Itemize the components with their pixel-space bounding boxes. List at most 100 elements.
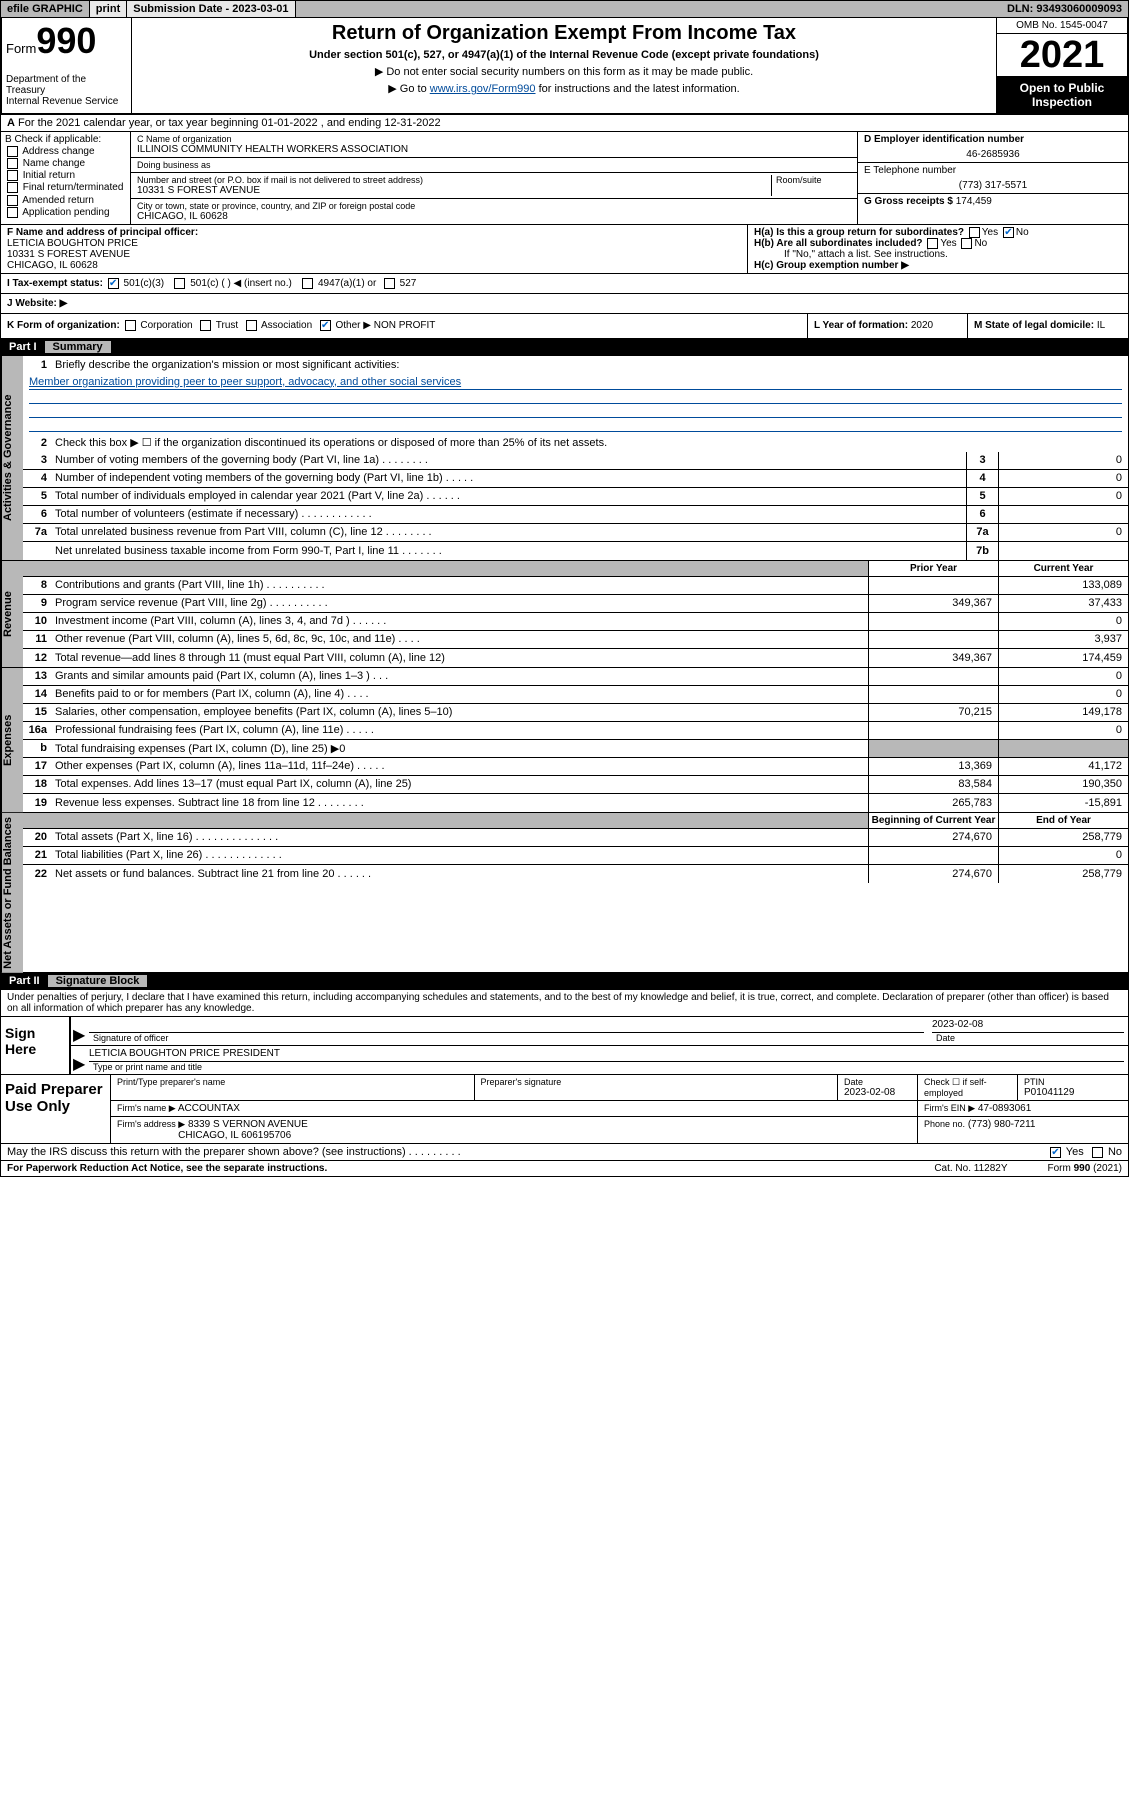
- chk-trust[interactable]: [200, 320, 211, 331]
- irs-link[interactable]: www.irs.gov/Form990: [430, 83, 536, 95]
- dln-label: DLN: 93493060009093: [1001, 1, 1128, 17]
- l10-prior: [868, 613, 998, 630]
- l18-label: Total expenses. Add lines 13–17 (must eq…: [51, 777, 868, 791]
- box-b-title: B Check if applicable:: [5, 134, 126, 145]
- sig-date-label: Date: [932, 1033, 1124, 1043]
- city-value: CHICAGO, IL 60628: [137, 211, 851, 222]
- firm-addr2: CHICAGO, IL 606195706: [178, 1130, 291, 1141]
- l12-label: Total revenue—add lines 8 through 11 (mu…: [51, 651, 868, 665]
- l8-current: 133,089: [998, 577, 1128, 594]
- l8-prior: [868, 577, 998, 594]
- l16b-current: [998, 740, 1128, 757]
- part2-header: Part II Signature Block: [0, 973, 1129, 990]
- l21-end: 0: [998, 847, 1128, 864]
- l19-label: Revenue less expenses. Subtract line 18 …: [51, 796, 868, 810]
- sign-here-label: Sign Here: [1, 1017, 71, 1074]
- l3-label: Number of voting members of the governin…: [51, 453, 966, 467]
- paid-preparer-block: Paid Preparer Use Only Print/Type prepar…: [0, 1075, 1129, 1144]
- chk-final[interactable]: Final return/terminated: [5, 182, 126, 193]
- domicile: IL: [1097, 320, 1105, 331]
- hb-note: If "No," attach a list. See instructions…: [754, 249, 1122, 260]
- l9-label: Program service revenue (Part VIII, line…: [51, 596, 868, 610]
- vtab-governance: Activities & Governance: [1, 356, 23, 560]
- hb-yes-chk[interactable]: [927, 238, 938, 249]
- l7a-label: Total unrelated business revenue from Pa…: [51, 525, 966, 539]
- l17-label: Other expenses (Part IX, column (A), lin…: [51, 759, 868, 773]
- hb-no-chk[interactable]: [961, 238, 972, 249]
- l16b-prior: [868, 740, 998, 757]
- org-name-label: C Name of organization: [137, 134, 851, 144]
- chk-pending[interactable]: Application pending: [5, 207, 126, 218]
- hb-label: H(b) Are all subordinates included?: [754, 238, 923, 249]
- chk-501c3[interactable]: [108, 278, 119, 289]
- l22-label: Net assets or fund balances. Subtract li…: [51, 867, 868, 881]
- l15-current: 149,178: [998, 704, 1128, 721]
- box-b: B Check if applicable: Address change Na…: [1, 132, 131, 224]
- l7b-val: [998, 542, 1128, 560]
- officer-name: LETICIA BOUGHTON PRICE: [7, 238, 138, 249]
- prep-sig-label: Preparer's signature: [481, 1077, 832, 1087]
- l14-label: Benefits paid to or for members (Part IX…: [51, 687, 868, 701]
- chk-address[interactable]: Address change: [5, 146, 126, 157]
- l10-label: Investment income (Part VIII, column (A)…: [51, 614, 868, 628]
- ha-no-chk[interactable]: [1003, 227, 1014, 238]
- prior-year-hdr: Prior Year: [868, 561, 998, 576]
- mission-text[interactable]: Member organization providing peer to pe…: [29, 376, 461, 388]
- city-label: City or town, state or province, country…: [137, 201, 851, 211]
- l16a-current: 0: [998, 722, 1128, 739]
- l9-current: 37,433: [998, 595, 1128, 612]
- ptin-label: PTIN: [1024, 1077, 1122, 1087]
- part1-header: Part I Summary: [0, 339, 1129, 356]
- ein-value: 46-2685936: [864, 149, 1122, 160]
- ein-label: D Employer identification number: [864, 134, 1122, 145]
- chk-name[interactable]: Name change: [5, 158, 126, 169]
- section-expenses: Expenses 13Grants and similar amounts pa…: [0, 668, 1129, 813]
- box-f: F Name and address of principal officer:…: [1, 225, 748, 273]
- year-formation: 2020: [911, 320, 933, 331]
- row-klm: K Form of organization: Corporation Trus…: [0, 314, 1129, 338]
- sig-date: 2023-02-08: [932, 1019, 1124, 1033]
- form-num: 990: [36, 20, 96, 61]
- header-grid: B Check if applicable: Address change Na…: [0, 132, 1129, 225]
- omb-number: OMB No. 1545-0047: [997, 18, 1127, 34]
- l16a-label: Professional fundraising fees (Part IX, …: [51, 723, 868, 737]
- ha-yes-chk[interactable]: [969, 227, 980, 238]
- l18-prior: 83,584: [868, 776, 998, 793]
- print-button[interactable]: print: [90, 1, 127, 17]
- l18-current: 190,350: [998, 776, 1128, 793]
- firm-addr-label: Firm's address ▶: [117, 1119, 185, 1129]
- sign-here-block: Sign Here ▶ Signature of officer 2023-02…: [0, 1017, 1129, 1075]
- l14-current: 0: [998, 686, 1128, 703]
- current-year-hdr: Current Year: [998, 561, 1128, 576]
- domicile-label: M State of legal domicile:: [974, 320, 1094, 331]
- chk-amended[interactable]: Amended return: [5, 195, 126, 206]
- l20-label: Total assets (Part X, line 16) . . . . .…: [51, 830, 868, 844]
- chk-assoc[interactable]: [246, 320, 257, 331]
- l5-val: 0: [998, 488, 1128, 505]
- l12-prior: 349,367: [868, 649, 998, 667]
- may-no-chk[interactable]: [1092, 1147, 1103, 1158]
- l21-label: Total liabilities (Part X, line 26) . . …: [51, 848, 868, 862]
- irs-label: Internal Revenue Service: [6, 96, 127, 107]
- chk-other[interactable]: [320, 320, 331, 331]
- form-ref: Form 990 (2021): [1048, 1163, 1122, 1174]
- row-a-taxyear: A For the 2021 calendar year, or tax yea…: [0, 115, 1129, 132]
- ptin-value: P01041129: [1024, 1087, 1122, 1098]
- prep-date: 2023-02-08: [844, 1087, 911, 1098]
- mission-block: Member organization providing peer to pe…: [23, 374, 1128, 434]
- may-yes-chk[interactable]: [1050, 1147, 1061, 1158]
- prep-name-label: Print/Type preparer's name: [117, 1077, 468, 1087]
- chk-501c[interactable]: [174, 278, 185, 289]
- chk-initial[interactable]: Initial return: [5, 170, 126, 181]
- box-d: D Employer identification number 46-2685…: [858, 132, 1128, 224]
- l6-label: Total number of volunteers (estimate if …: [51, 507, 966, 521]
- chk-527[interactable]: [384, 278, 395, 289]
- l7a-val: 0: [998, 524, 1128, 541]
- chk-4947[interactable]: [302, 278, 313, 289]
- top-bar: efile GRAPHIC print Submission Date - 20…: [0, 0, 1129, 18]
- officer-addr2: CHICAGO, IL 60628: [7, 260, 98, 271]
- efile-label: efile GRAPHIC: [1, 1, 90, 17]
- end-year-hdr: End of Year: [998, 813, 1128, 828]
- box-c: C Name of organization ILLINOIS COMMUNIT…: [131, 132, 858, 224]
- chk-corp[interactable]: [125, 320, 136, 331]
